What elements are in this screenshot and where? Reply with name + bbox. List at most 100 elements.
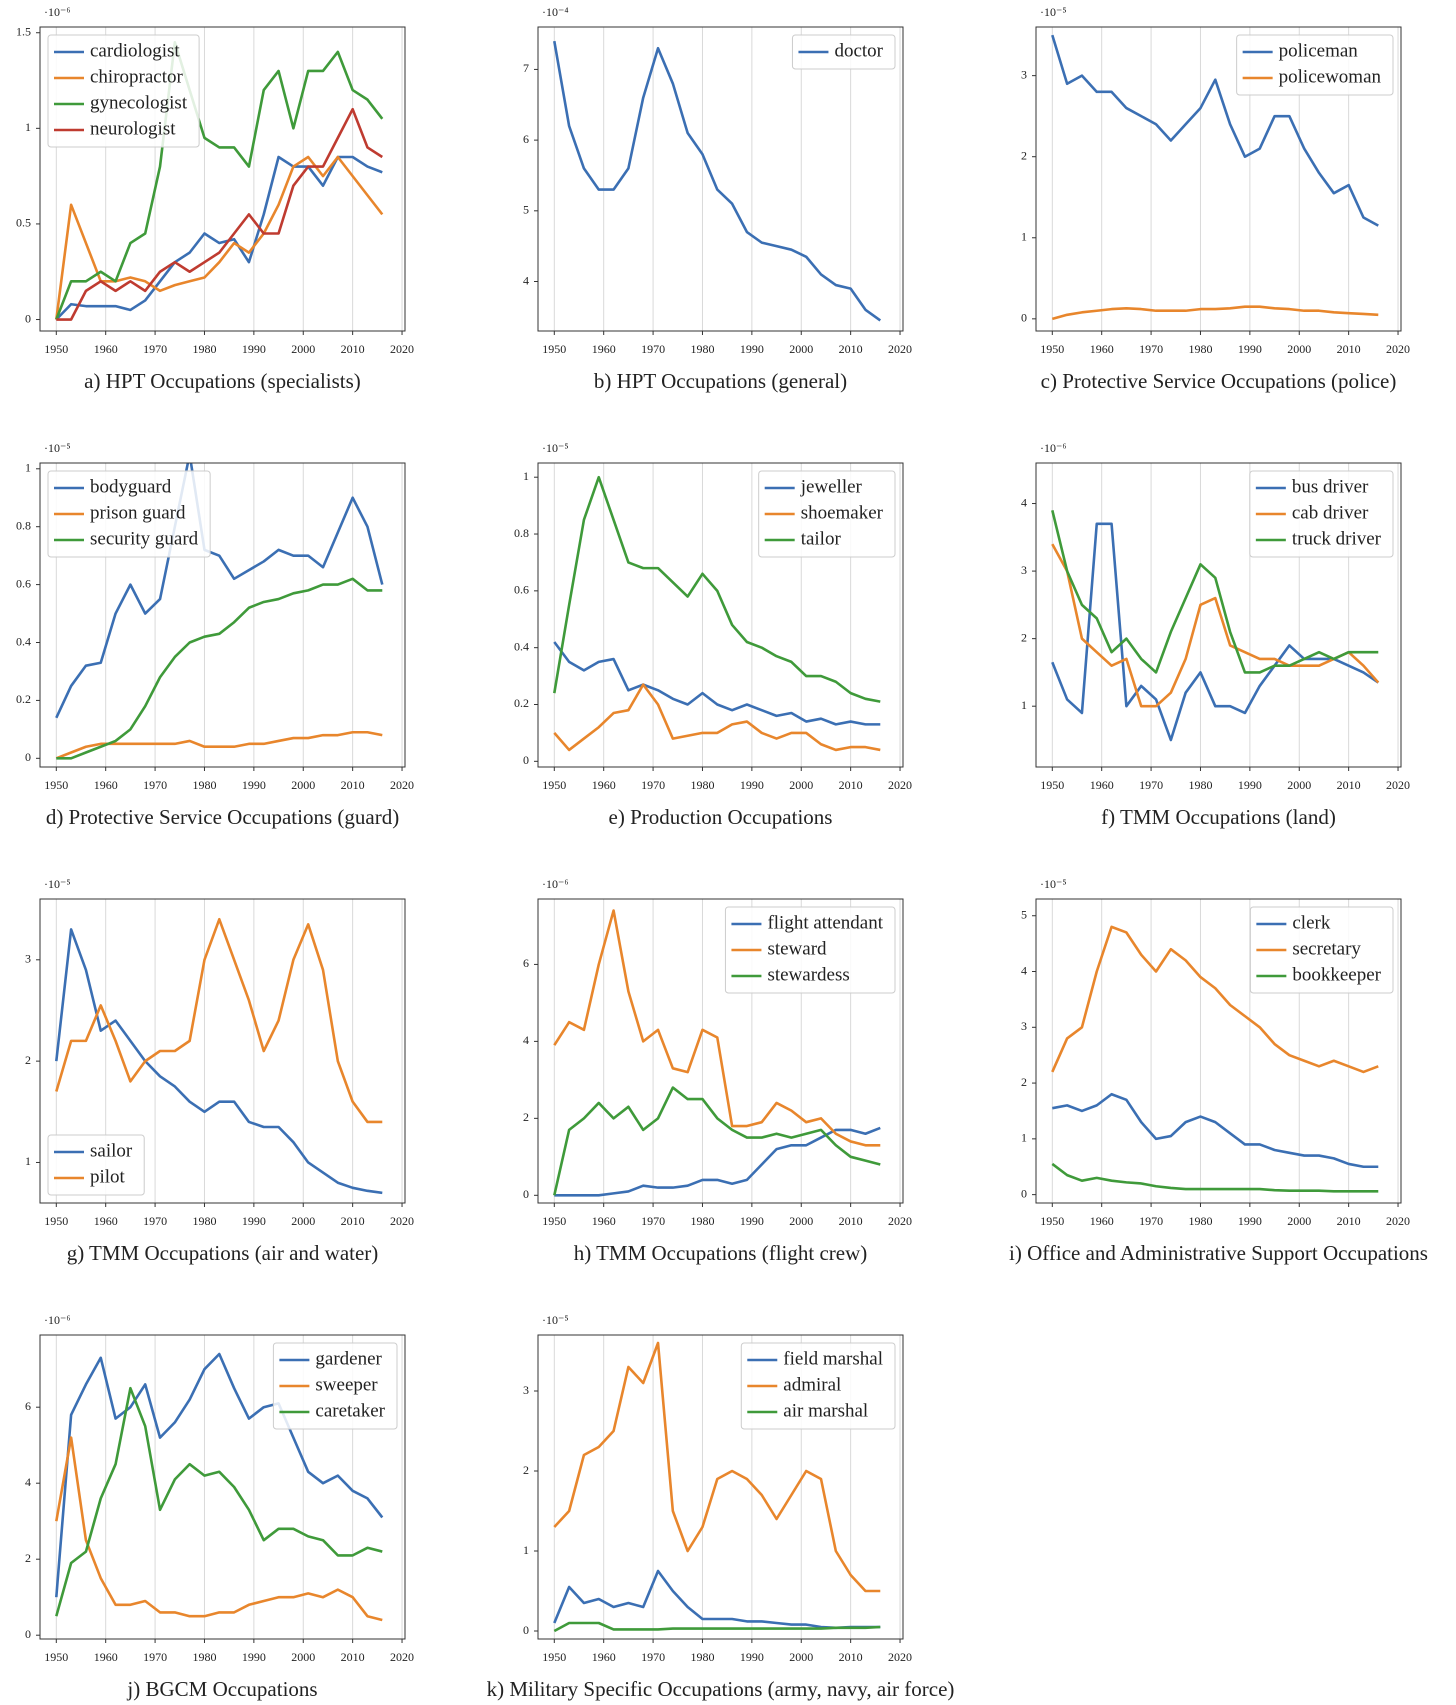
- legend-box: [47, 1134, 145, 1196]
- y-tick-label: 0.5: [16, 216, 31, 230]
- x-tick-label: 1950: [44, 1214, 68, 1228]
- legend-label: gynecologist: [90, 92, 188, 113]
- legend: flight attendant steward stewardess: [724, 906, 896, 994]
- y-tick-label: 1: [25, 461, 31, 475]
- x-tick-label: 2020: [1386, 342, 1410, 356]
- legend-label: gardener: [315, 1348, 382, 1369]
- x-tick-label: 2020: [390, 1650, 414, 1664]
- y-tick-label: 0: [25, 311, 31, 325]
- x-tick-label: 2020: [390, 778, 414, 792]
- y-tick-label: 0: [523, 753, 529, 767]
- x-tick-label: 1990: [1238, 778, 1262, 792]
- plot-frame: [39, 1334, 406, 1640]
- y-tick-label: 3: [523, 1383, 529, 1397]
- x-tick-label: 2020: [888, 1214, 912, 1228]
- x-tick-label: 1990: [242, 778, 266, 792]
- chart-caption: j) BGCM Occupations: [126, 1677, 317, 1701]
- legend: jeweller shoemaker tailor: [758, 470, 896, 558]
- x-tick-label: 2000: [1287, 778, 1311, 792]
- x-tick-label: 2010: [341, 1214, 365, 1228]
- legend: cardiologist chiropractor gynecologist neur…: [47, 34, 200, 148]
- x-tick-label: 1990: [740, 778, 764, 792]
- x-tick-label: 1950: [542, 342, 566, 356]
- legend: sailor pilot: [47, 1134, 145, 1196]
- y-tick-label: 6: [523, 956, 529, 970]
- x-tick-label: 1950: [1040, 342, 1064, 356]
- legend-box: [724, 906, 896, 994]
- axis-offset-label: ·10⁻⁶: [542, 877, 569, 891]
- legend-label: secretary: [1292, 938, 1361, 959]
- y-tick-label: 2: [523, 1463, 529, 1477]
- legend-box: [47, 34, 200, 148]
- chart: 1950 1960 1970 1980 1990 2000 2010 2020 0 0.2 0.4 0…: [514, 441, 912, 829]
- plot-frame: [537, 26, 904, 332]
- y-tick-label: 0: [25, 1627, 31, 1641]
- lines: [1051, 509, 1380, 742]
- x-tick-label: 1970: [641, 1650, 665, 1664]
- x-tick-label: 2000: [789, 1214, 813, 1228]
- x-tick-label: 1990: [1238, 1214, 1262, 1228]
- chart-caption: a) HPT Occupations (specialists): [84, 369, 361, 393]
- chart-caption: f) TMM Occupations (land): [1101, 805, 1336, 829]
- plot-frame: [1035, 462, 1402, 768]
- legend-label: bodyguard: [90, 476, 172, 497]
- chart: 1950 1960 1970 1980 1990 2000 2010 2020 0 2 4 6 ·10⁻…: [523, 877, 912, 1265]
- x-tick-label: 1980: [690, 1214, 714, 1228]
- y-tick-label: 6: [25, 1399, 31, 1413]
- x-tick-label: 1970: [143, 778, 167, 792]
- plot-frame: [39, 26, 406, 332]
- x-tick-label: 1970: [143, 1214, 167, 1228]
- chart-caption: e) Production Occupations: [609, 805, 833, 829]
- x-tick-label: 2000: [789, 778, 813, 792]
- x-tick-label: 1960: [94, 342, 118, 356]
- y-tick-label: 3: [1021, 563, 1027, 577]
- series-line: [55, 463, 384, 719]
- series-line: [55, 1352, 384, 1598]
- chart: 1950 1960 1970 1980 1990 2000 2010 2020 1 2 3 4 ·10⁻…: [1021, 441, 1410, 829]
- legend-box: [1236, 34, 1394, 96]
- series-line: [55, 41, 384, 320]
- x-tick-label: 2000: [291, 342, 315, 356]
- x-tick-label: 2020: [888, 342, 912, 356]
- y-tick-label: 1: [1021, 230, 1027, 244]
- legend-label: bookkeeper: [1292, 964, 1381, 985]
- legend-box: [740, 1342, 896, 1430]
- x-tick-label: 2010: [839, 342, 863, 356]
- y-tick-label: 1.5: [16, 24, 31, 38]
- y-tick-label: 6: [523, 132, 529, 146]
- series-line: [1051, 509, 1379, 674]
- y-tick-label: 2: [25, 1053, 31, 1067]
- legend: bus driver cab driver truck driver: [1249, 470, 1394, 558]
- x-tick-label: 2020: [1386, 1214, 1410, 1228]
- x-tick-label: 1990: [740, 342, 764, 356]
- series-line: [55, 928, 383, 1195]
- x-tick-label: 1950: [542, 778, 566, 792]
- y-tick-label: 0.6: [514, 583, 529, 597]
- x-tick-label: 1970: [143, 1650, 167, 1664]
- chart-caption: c) Protective Service Occupations (polic…: [1041, 369, 1397, 393]
- y-tick-label: 4: [25, 1475, 31, 1489]
- x-tick-label: 2000: [1287, 342, 1311, 356]
- y-tick-label: 4: [523, 273, 529, 287]
- y-tick-label: 0.6: [16, 576, 31, 590]
- lines: [553, 40, 882, 322]
- chart-caption: h) TMM Occupations (flight crew): [574, 1241, 868, 1265]
- legend-box: [1249, 470, 1394, 558]
- x-tick-label: 2000: [789, 1650, 813, 1664]
- x-tick-label: 2000: [291, 1650, 315, 1664]
- x-tick-label: 1950: [44, 342, 68, 356]
- legend-label: caretaker: [315, 1400, 385, 1421]
- y-tick-label: 0: [25, 750, 31, 764]
- legend-label: security guard: [90, 528, 199, 549]
- legend-label: shoemaker: [801, 502, 884, 523]
- series-line: [55, 1386, 383, 1617]
- y-tick-label: 4: [1021, 495, 1027, 509]
- legend-label: field marshal: [783, 1348, 883, 1369]
- plot-frame: [537, 462, 904, 768]
- x-tick-label: 1980: [192, 1650, 216, 1664]
- x-tick-label: 1990: [242, 1650, 266, 1664]
- x-tick-label: 1960: [592, 778, 616, 792]
- y-tick-label: 2: [25, 1551, 31, 1565]
